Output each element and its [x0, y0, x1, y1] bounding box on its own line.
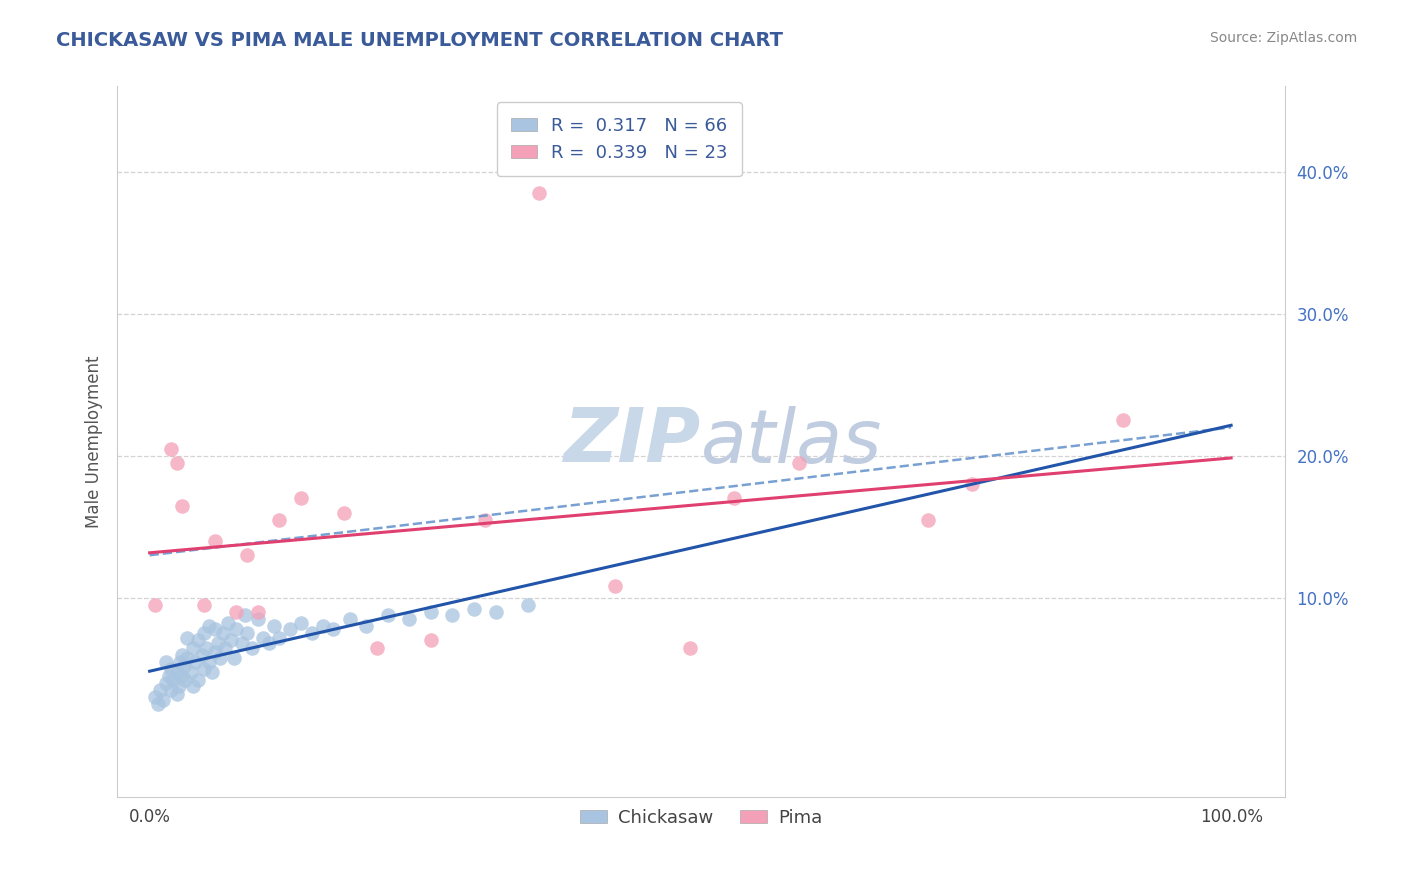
Point — [204, 534, 226, 549]
Point — [162, 673, 184, 688]
Y-axis label: Male Unemployment: Male Unemployment — [86, 355, 103, 528]
Point — [236, 626, 259, 640]
Point — [679, 640, 702, 655]
Point — [214, 640, 236, 655]
Point — [198, 655, 221, 669]
Point — [204, 645, 226, 659]
Point — [204, 622, 226, 636]
Point — [172, 499, 194, 513]
Point — [181, 679, 204, 693]
Point — [354, 619, 377, 633]
Point — [172, 669, 194, 683]
Point — [301, 626, 323, 640]
Point — [181, 640, 204, 655]
Point — [176, 650, 198, 665]
Point — [269, 513, 291, 527]
Point — [193, 598, 215, 612]
Point — [193, 626, 215, 640]
Point — [225, 605, 247, 619]
Point — [166, 688, 188, 702]
Point — [240, 640, 263, 655]
Point — [246, 612, 269, 626]
Point — [322, 622, 344, 636]
Point — [157, 669, 180, 683]
Point — [222, 650, 245, 665]
Point — [366, 640, 388, 655]
Point — [174, 673, 197, 688]
Point — [219, 633, 242, 648]
Point — [152, 693, 174, 707]
Point — [160, 662, 183, 676]
Point — [149, 683, 172, 698]
Text: Source: ZipAtlas.com: Source: ZipAtlas.com — [1209, 31, 1357, 45]
Point — [167, 679, 190, 693]
Point — [193, 662, 215, 676]
Point — [155, 676, 177, 690]
Point — [187, 633, 209, 648]
Point — [1112, 413, 1135, 427]
Point — [208, 650, 231, 665]
Point — [176, 631, 198, 645]
Point — [233, 607, 256, 622]
Point — [194, 640, 217, 655]
Point — [160, 683, 183, 698]
Point — [166, 456, 188, 470]
Point — [184, 655, 207, 669]
Point — [398, 612, 420, 626]
Point — [377, 607, 399, 622]
Point — [212, 626, 235, 640]
Point — [143, 598, 166, 612]
Point — [198, 619, 221, 633]
Point — [269, 631, 291, 645]
Point — [155, 655, 177, 669]
Point — [333, 506, 356, 520]
Point — [278, 622, 301, 636]
Point — [339, 612, 361, 626]
Point — [201, 665, 224, 679]
Point — [290, 616, 312, 631]
Point — [723, 491, 745, 506]
Point — [173, 659, 195, 673]
Point — [263, 619, 285, 633]
Point — [246, 605, 269, 619]
Point — [187, 673, 209, 688]
Point — [419, 633, 441, 648]
Point — [603, 580, 626, 594]
Point — [474, 513, 496, 527]
Point — [225, 622, 247, 636]
Point — [517, 598, 540, 612]
Point — [252, 631, 274, 645]
Point — [143, 690, 166, 705]
Point — [160, 442, 183, 456]
Text: ZIP: ZIP — [564, 405, 702, 478]
Point — [257, 636, 280, 650]
Legend: Chickasaw, Pima: Chickasaw, Pima — [572, 802, 830, 834]
Point — [311, 619, 333, 633]
Text: CHICKASAW VS PIMA MALE UNEMPLOYMENT CORRELATION CHART: CHICKASAW VS PIMA MALE UNEMPLOYMENT CORR… — [56, 31, 783, 50]
Point — [527, 186, 550, 200]
Point — [180, 665, 202, 679]
Point — [419, 605, 441, 619]
Point — [217, 616, 239, 631]
Point — [169, 655, 191, 669]
Point — [787, 456, 810, 470]
Point — [463, 602, 485, 616]
Point — [172, 648, 194, 662]
Point — [236, 548, 259, 562]
Point — [148, 698, 170, 712]
Point — [917, 513, 939, 527]
Text: atlas: atlas — [702, 406, 883, 477]
Point — [231, 636, 253, 650]
Point — [485, 605, 508, 619]
Point — [166, 665, 188, 679]
Point — [441, 607, 464, 622]
Point — [190, 648, 212, 662]
Point — [290, 491, 312, 506]
Point — [207, 636, 229, 650]
Point — [960, 477, 983, 491]
